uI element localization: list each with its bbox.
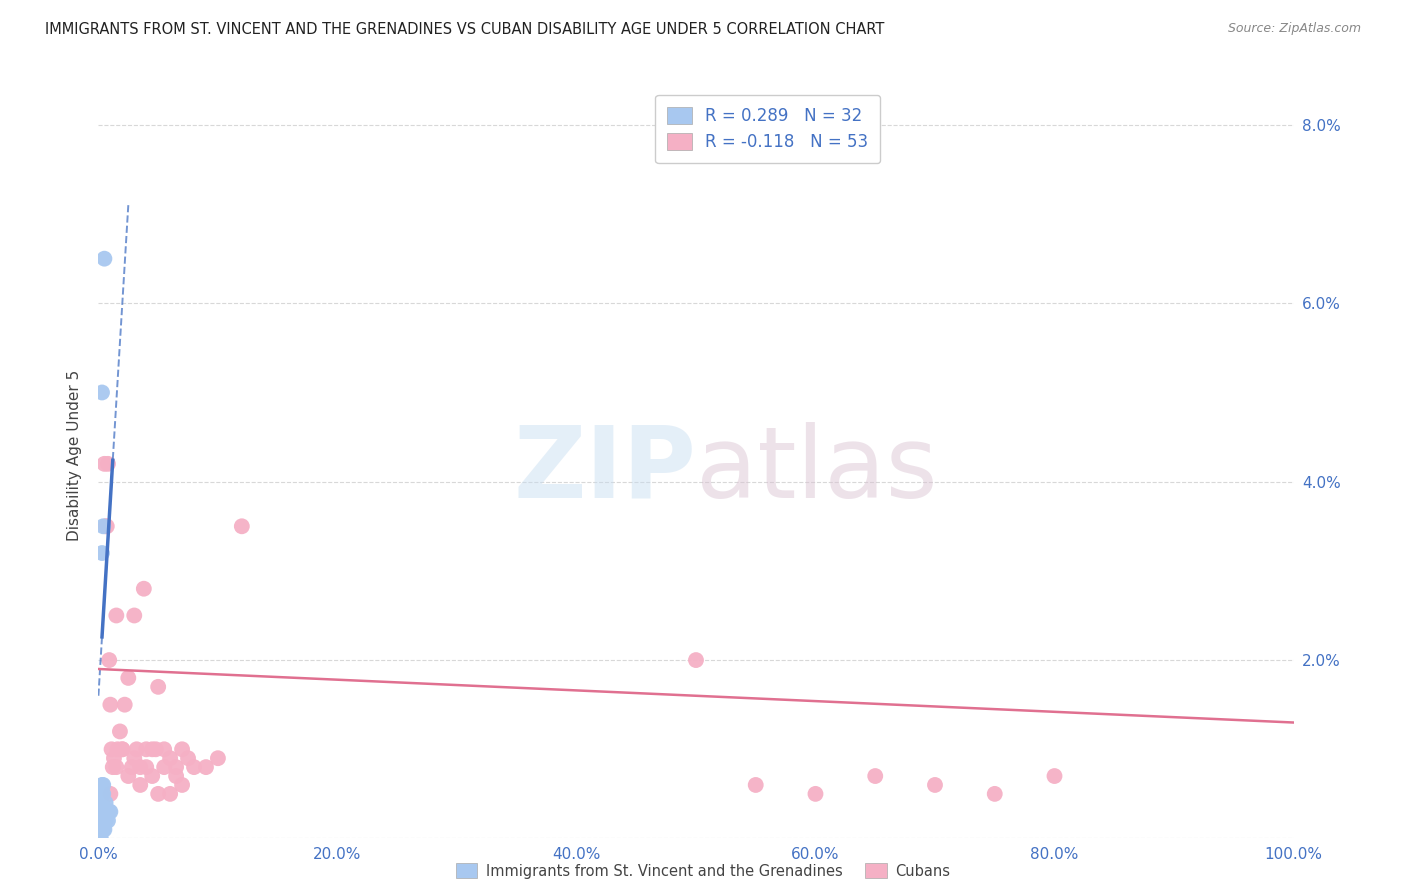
Point [91, 822, 114, 837]
Point [93, 822, 115, 837]
Point [141, 769, 163, 783]
Point [135, 760, 157, 774]
Point [89, 831, 111, 846]
Point [165, 769, 187, 783]
Point [91, 787, 114, 801]
Point [90, 814, 112, 828]
Point [98, 653, 121, 667]
Point [97, 814, 120, 828]
Point [148, 787, 170, 801]
Point [91, 787, 114, 801]
Point [231, 519, 253, 533]
Point [804, 787, 827, 801]
Point [153, 742, 176, 756]
Point [129, 778, 152, 792]
Point [124, 608, 146, 623]
Point [103, 751, 125, 765]
Text: atlas: atlas [696, 422, 938, 519]
Text: ZIP: ZIP [513, 422, 696, 519]
Point [100, 742, 122, 756]
Point [91, 805, 114, 819]
Point [90, 805, 112, 819]
Point [101, 760, 124, 774]
Point [108, 724, 131, 739]
Point [91, 519, 114, 533]
Point [94, 519, 117, 533]
Point [93, 457, 115, 471]
Point [865, 769, 887, 783]
Point [148, 680, 170, 694]
Point [93, 252, 115, 266]
Point [124, 751, 146, 765]
Point [195, 760, 218, 774]
Point [90, 787, 112, 801]
Point [91, 778, 114, 792]
Point [98, 698, 122, 712]
Point [125, 742, 148, 756]
Point [91, 546, 114, 560]
Point [685, 653, 707, 667]
Point [93, 805, 115, 819]
Point [135, 742, 157, 756]
Point [984, 787, 1007, 801]
Point [91, 778, 114, 792]
Point [96, 519, 118, 533]
Point [91, 814, 114, 828]
Point [129, 760, 152, 774]
Legend: R = 0.289   N = 32, R = -0.118   N = 53: R = 0.289 N = 32, R = -0.118 N = 53 [655, 95, 880, 163]
Point [165, 760, 187, 774]
Point [745, 778, 768, 792]
Point [105, 760, 128, 774]
Point [117, 671, 139, 685]
Point [96, 805, 118, 819]
Point [90, 822, 112, 837]
Point [183, 760, 205, 774]
Point [121, 760, 143, 774]
Point [132, 582, 155, 596]
Point [107, 742, 129, 756]
Point [111, 742, 134, 756]
Point [153, 760, 176, 774]
Legend: Immigrants from St. Vincent and the Grenadines, Cubans: Immigrants from St. Vincent and the Gren… [450, 857, 956, 885]
Point [1043, 769, 1066, 783]
Point [97, 457, 120, 471]
Text: IMMIGRANTS FROM ST. VINCENT AND THE GRENADINES VS CUBAN DISABILITY AGE UNDER 5 C: IMMIGRANTS FROM ST. VINCENT AND THE GREN… [45, 22, 884, 37]
Point [89, 831, 111, 846]
Point [89, 814, 111, 828]
Point [145, 742, 167, 756]
Point [91, 805, 114, 819]
Point [91, 822, 114, 837]
Point [98, 805, 121, 819]
Point [924, 778, 946, 792]
Point [98, 805, 122, 819]
Point [91, 814, 114, 828]
Point [94, 814, 117, 828]
Point [111, 742, 134, 756]
Point [105, 608, 128, 623]
Point [172, 778, 194, 792]
Point [91, 385, 114, 400]
Point [207, 751, 229, 765]
Point [141, 742, 163, 756]
Point [98, 787, 122, 801]
Point [89, 831, 111, 846]
Point [91, 796, 114, 810]
Point [117, 769, 139, 783]
Point [90, 831, 112, 846]
Text: Source: ZipAtlas.com: Source: ZipAtlas.com [1227, 22, 1361, 36]
Point [177, 751, 200, 765]
Point [159, 787, 181, 801]
Point [114, 698, 136, 712]
Point [94, 796, 117, 810]
Point [159, 751, 181, 765]
Y-axis label: Disability Age Under 5: Disability Age Under 5 [67, 369, 83, 541]
Point [172, 742, 194, 756]
